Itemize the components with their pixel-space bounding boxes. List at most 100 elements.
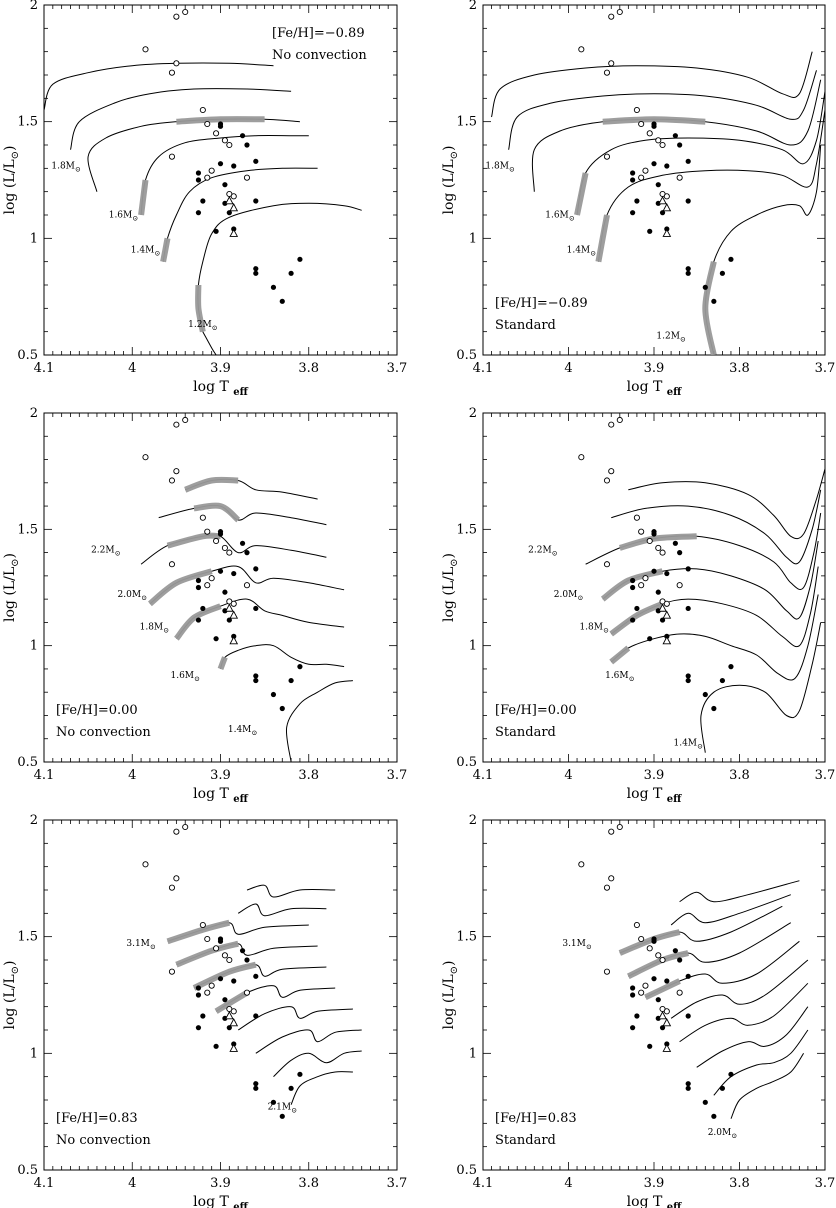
metallicity-label: [Fe/H]=0.00 xyxy=(495,703,577,718)
x-tick-label: 3.8 xyxy=(729,361,750,376)
star-triangle xyxy=(662,636,672,645)
star-filled-circle xyxy=(195,577,202,584)
star-filled-circle xyxy=(195,985,202,991)
instability-strip-segment xyxy=(602,116,706,125)
y-tick-label: 1.5 xyxy=(17,522,38,537)
star-filled-circle xyxy=(279,298,285,304)
star-filled-circle xyxy=(728,1071,734,1077)
evolution-track-1.6msun xyxy=(220,644,345,670)
observed-stars xyxy=(578,8,734,304)
mass-label: 2.1M⊙ xyxy=(268,1102,298,1114)
star-open-circle xyxy=(168,884,176,891)
star-open-circle xyxy=(638,528,645,535)
star-open-circle xyxy=(608,13,615,20)
star-triangle xyxy=(662,228,672,237)
star-filled-circle xyxy=(231,978,237,984)
evolution-track-tail xyxy=(202,331,217,355)
evolution-track-1.6msun xyxy=(576,91,825,216)
model-label: Standard xyxy=(495,1133,556,1148)
star-open-circle xyxy=(659,141,666,149)
star-filled-circle xyxy=(647,636,653,642)
y-tick-label: 1 xyxy=(469,639,477,654)
star-filled-circle xyxy=(664,570,670,577)
evolution-tracks xyxy=(140,476,353,762)
star-filled-circle xyxy=(195,992,202,998)
star-open-circle xyxy=(173,468,180,475)
star-open-circle xyxy=(608,60,615,67)
star-open-circle xyxy=(243,174,251,181)
evolution-track-3.9msun xyxy=(246,884,336,898)
evolution-track-2.2msun xyxy=(140,534,327,565)
star-open-circle xyxy=(676,989,683,996)
star-filled-circle xyxy=(239,540,246,546)
evolution-track-1.2msun xyxy=(197,202,362,332)
star-filled-circle xyxy=(222,182,228,188)
star-filled-circle xyxy=(231,163,237,169)
x-axis-label: log T eff xyxy=(193,1194,248,1208)
y-tick-label: 2 xyxy=(30,0,38,13)
mass-label: 1.8M⊙ xyxy=(51,161,81,173)
observed-stars xyxy=(142,416,303,712)
star-triangle xyxy=(229,203,239,212)
star-open-circle xyxy=(204,528,211,535)
star-filled-circle xyxy=(222,997,228,1003)
y-tick-label: 0.5 xyxy=(17,348,38,363)
metallicity-label: [Fe/H]=0.83 xyxy=(495,1111,577,1126)
star-filled-circle xyxy=(270,1099,277,1105)
star-filled-circle xyxy=(685,566,691,572)
star-filled-circle xyxy=(677,550,683,556)
star-filled-circle xyxy=(226,1025,232,1031)
evolution-track-2.2msun xyxy=(44,62,274,111)
x-tick-label: 3.8 xyxy=(298,768,319,783)
star-filled-circle xyxy=(685,973,691,979)
evolution-track-2.5msun xyxy=(255,1029,362,1054)
star-triangle xyxy=(224,603,234,612)
star-filled-circle xyxy=(217,161,224,167)
evolution-track-2msun xyxy=(508,70,817,150)
x-tick-label: 4 xyxy=(564,361,572,376)
star-open-circle xyxy=(646,130,653,137)
star-open-circle xyxy=(676,582,683,589)
evolution-tracks xyxy=(166,884,362,1105)
star-filled-circle xyxy=(195,170,202,176)
star-filled-circle xyxy=(677,142,683,148)
star-filled-circle xyxy=(200,198,206,204)
star-filled-circle xyxy=(279,1113,285,1119)
instability-strip-segment xyxy=(609,601,664,637)
evolution-track-2.7msun xyxy=(237,1006,353,1031)
instability-strip-segment xyxy=(193,502,241,523)
star-open-circle xyxy=(616,416,623,424)
x-tick-label: 3.7 xyxy=(815,768,836,783)
evolution-track-2.4msun xyxy=(611,489,822,565)
y-tick-label: 1.5 xyxy=(17,115,38,130)
star-filled-circle xyxy=(685,1081,691,1087)
star-open-circle xyxy=(633,106,640,114)
star-filled-circle xyxy=(711,705,717,712)
mass-label: 2.0M⊙ xyxy=(118,590,148,602)
star-open-circle xyxy=(142,454,149,461)
evolution-track-1.4msun xyxy=(700,622,822,753)
evolution-track-1.4msun xyxy=(162,167,318,262)
star-filled-circle xyxy=(655,182,661,188)
star-filled-circle xyxy=(651,568,657,574)
star-triangle xyxy=(658,603,667,612)
x-tick-label: 3.9 xyxy=(210,1176,231,1191)
star-filled-circle xyxy=(288,1085,294,1091)
x-tick-label: 3.8 xyxy=(729,1176,750,1191)
star-filled-circle xyxy=(195,617,202,623)
x-tick-label: 3.7 xyxy=(387,361,408,376)
star-open-circle xyxy=(638,120,645,128)
evolution-track-2msun xyxy=(70,88,292,150)
x-tick-label: 4 xyxy=(564,768,572,783)
star-open-circle xyxy=(182,8,189,16)
evolution-track-1.8msun xyxy=(176,598,345,640)
star-filled-circle xyxy=(226,210,232,216)
x-tick-label: 4.1 xyxy=(34,768,55,783)
evolution-track-2.4msun xyxy=(696,1006,809,1068)
star-filled-circle xyxy=(239,948,246,954)
star-filled-circle xyxy=(655,589,661,595)
star-filled-circle xyxy=(288,677,294,684)
star-triangle xyxy=(662,1043,672,1052)
star-open-circle xyxy=(676,174,683,181)
mass-label: 1.2M⊙ xyxy=(656,332,686,344)
